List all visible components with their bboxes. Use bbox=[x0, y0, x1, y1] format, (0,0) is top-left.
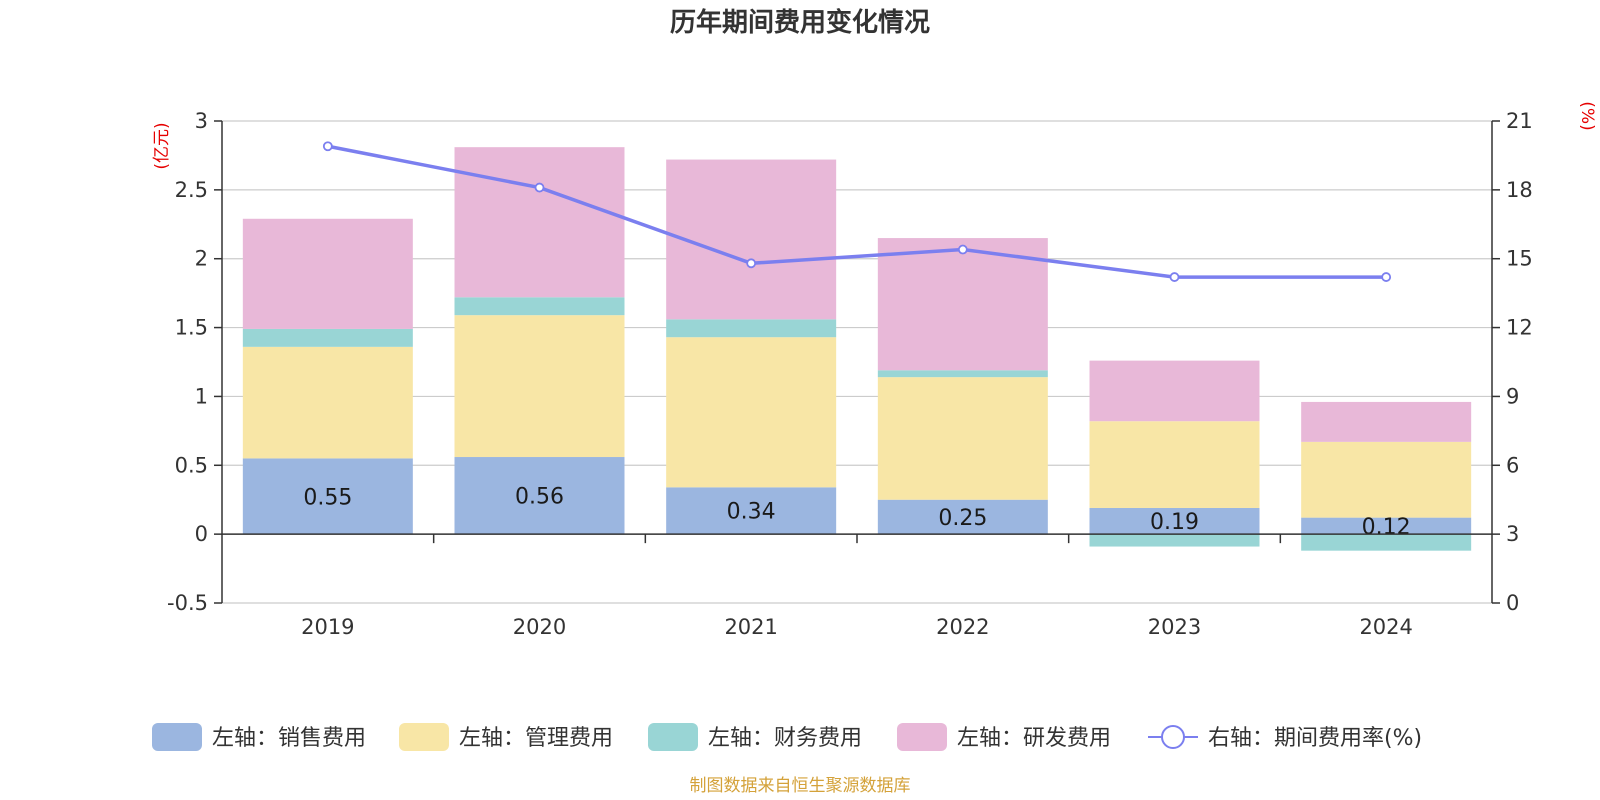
bar-segment-4-2019 bbox=[242, 218, 413, 329]
bar-segment-4-2020 bbox=[454, 147, 625, 298]
legend-swatch bbox=[152, 723, 202, 751]
bar-segment-1-2021 bbox=[666, 487, 837, 535]
right-tick-label: 3 bbox=[1506, 522, 1519, 546]
legend-swatch bbox=[399, 723, 449, 751]
legend-label: 左轴：销售费用 bbox=[212, 726, 366, 751]
bar-segment-4-2023 bbox=[1089, 360, 1260, 422]
left-tick-label: 0.5 bbox=[175, 453, 208, 477]
bar-value-label: 0.34 bbox=[727, 500, 776, 525]
rate-point-2023 bbox=[1169, 272, 1180, 282]
bar-segment-1-2022 bbox=[877, 499, 1048, 535]
bar-segment-4-2022 bbox=[877, 238, 1048, 371]
left-tick-label: 1 bbox=[195, 384, 208, 408]
bar-segment-3-2023 bbox=[1089, 534, 1260, 547]
bar-value-label: 0.12 bbox=[1362, 515, 1411, 540]
chart-title: 历年期间费用变化情况 bbox=[670, 7, 930, 38]
x-tick-label: 2022 bbox=[936, 615, 989, 639]
left-tick-label: 0 bbox=[195, 522, 208, 546]
rate-point-2019 bbox=[322, 141, 333, 152]
legend-label: 左轴：管理费用 bbox=[459, 726, 613, 751]
rate-point-2020 bbox=[534, 182, 545, 193]
bar-value-label: 0.55 bbox=[303, 485, 352, 510]
bar-segment-4-2024 bbox=[1301, 401, 1472, 442]
left-axis-unit: (亿元) bbox=[152, 122, 172, 169]
rate-point-2024 bbox=[1381, 272, 1392, 282]
bar-labels: 0.55 0.56 0.34 0.25 0.19 0.12 bbox=[303, 485, 1410, 540]
x-tick-label: 2024 bbox=[1359, 615, 1412, 639]
bar-segment-3-2019 bbox=[242, 328, 413, 347]
axes: -0.5 0 0.5 1 1.5 2 2.5 3 0 3 6 9 12 15 18 21 2019 2020 202… bbox=[167, 109, 1533, 639]
rate-line bbox=[322, 141, 1392, 282]
bar-value-label: 0.19 bbox=[1150, 510, 1199, 535]
legend-swatch bbox=[897, 723, 947, 751]
legend-circle-icon bbox=[1161, 725, 1185, 749]
bar-segment-2-2021 bbox=[666, 337, 837, 488]
legend-label: 右轴：期间费用率(%) bbox=[1208, 726, 1422, 751]
bar-segment-2-2023 bbox=[1089, 421, 1260, 508]
right-tick-label: 18 bbox=[1506, 178, 1533, 202]
legend-label: 左轴：研发费用 bbox=[957, 726, 1111, 751]
right-tick-label: 12 bbox=[1506, 316, 1533, 340]
right-tick-label: 9 bbox=[1506, 384, 1519, 408]
x-tick-label: 2019 bbox=[301, 615, 354, 639]
left-tick-label: 2 bbox=[195, 247, 208, 271]
x-tick-label: 2023 bbox=[1148, 615, 1201, 639]
left-tick-label: 1.5 bbox=[175, 316, 208, 340]
legend: 左轴：销售费用 左轴：管理费用 左轴：财务费用 左轴：研发费用 右轴：期间费用率(%) bbox=[152, 723, 1422, 751]
bar-segment-3-2024 bbox=[1301, 534, 1472, 551]
bar-segment-2-2020 bbox=[454, 315, 625, 458]
legend-swatch bbox=[648, 723, 698, 751]
right-tick-label: 0 bbox=[1506, 591, 1519, 615]
right-axis-unit: (%) bbox=[1577, 101, 1597, 130]
bar-segment-4-2021 bbox=[666, 159, 837, 320]
bar-value-label: 0.25 bbox=[938, 506, 987, 531]
right-tick-label: 15 bbox=[1506, 247, 1533, 271]
bar-segment-2-2022 bbox=[877, 377, 1048, 500]
bar-value-label: 0.56 bbox=[515, 485, 564, 510]
x-tick-label: 2021 bbox=[724, 615, 777, 639]
bar-segment-1-2019 bbox=[242, 458, 413, 535]
right-tick-label: 6 bbox=[1506, 453, 1519, 477]
rate-point-2022 bbox=[957, 244, 968, 255]
bar-segment-1-2023 bbox=[1089, 507, 1260, 535]
left-tick-label: 2.5 bbox=[175, 178, 208, 202]
rate-point-2021 bbox=[746, 258, 757, 269]
rate-line-path bbox=[327, 144, 1387, 279]
legend-label: 左轴：财务费用 bbox=[708, 726, 862, 751]
bar-segment-1-2024 bbox=[1301, 517, 1472, 535]
bar-segment-1-2020 bbox=[454, 457, 625, 535]
bar-segment-3-2022 bbox=[877, 370, 1048, 378]
bar-segment-2-2024 bbox=[1301, 441, 1472, 518]
left-tick-label: -0.5 bbox=[167, 591, 208, 615]
bar-segment-2-2019 bbox=[242, 346, 413, 459]
bars bbox=[242, 147, 1472, 551]
bar-segment-3-2021 bbox=[666, 319, 837, 338]
x-tick-label: 2020 bbox=[513, 615, 566, 639]
bar-segment-3-2020 bbox=[454, 297, 625, 316]
source-note: 制图数据来自恒生聚源数据库 bbox=[690, 776, 911, 796]
right-tick-label: 21 bbox=[1506, 109, 1533, 133]
left-tick-label: 3 bbox=[195, 109, 208, 133]
